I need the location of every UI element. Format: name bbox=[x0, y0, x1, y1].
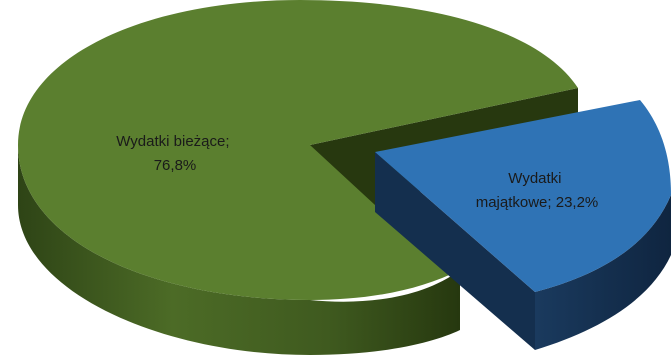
slice-label-majatkowe-line1: Wydatki bbox=[508, 170, 561, 187]
slice-biezace-top bbox=[18, 0, 578, 300]
slice-label-majatkowe: Wydatki majątkowe; 23,2% bbox=[476, 170, 599, 211]
slice-wydatki-majatkowe: Wydatki majątkowe; 23,2% bbox=[375, 100, 671, 350]
slice-label-biezace: Wydatki bieżące; 76,8% bbox=[116, 133, 233, 174]
slice-label-biezace-line1: Wydatki bieżące; bbox=[116, 133, 229, 150]
slice-majatkowe-side bbox=[535, 195, 671, 350]
slice-majatkowe-top bbox=[375, 100, 671, 292]
slice-label-majatkowe-line2: majątkowe; 23,2% bbox=[476, 194, 599, 211]
slice-biezace-side bbox=[18, 145, 460, 355]
slice-majatkowe-cut-face bbox=[375, 152, 535, 350]
slice-label-biezace-line2: 76,8% bbox=[154, 157, 197, 174]
